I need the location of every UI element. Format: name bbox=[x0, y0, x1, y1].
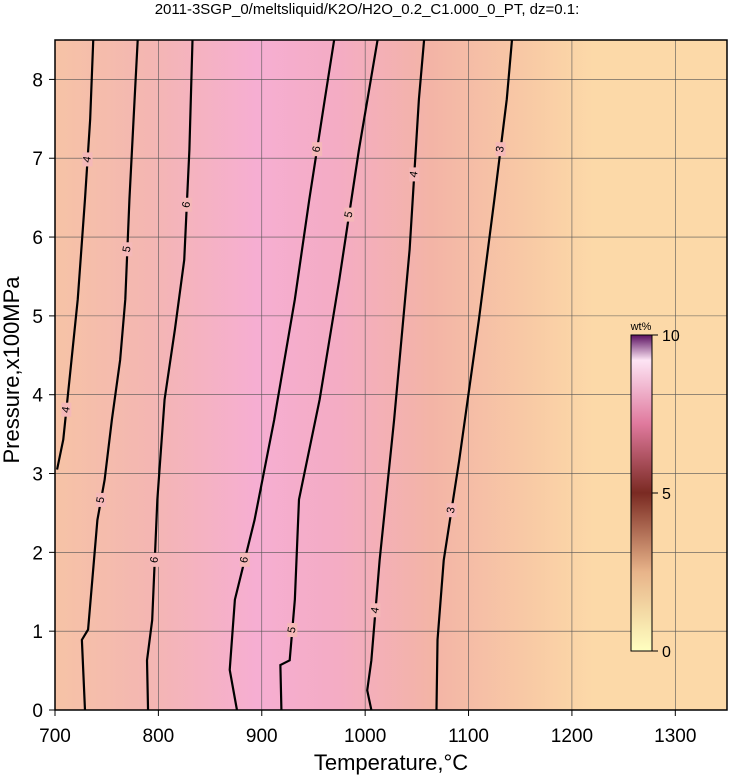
colorbar bbox=[630, 334, 653, 652]
y-tick-label: 6 bbox=[32, 228, 43, 249]
colorbar-tick-label: 5 bbox=[662, 486, 671, 503]
contour-label: 4 bbox=[81, 155, 94, 163]
x-axis-label: Temperature,°C bbox=[314, 750, 468, 775]
plot-frame bbox=[54, 39, 728, 711]
contour-line bbox=[228, 39, 336, 711]
contour-label-bg bbox=[312, 142, 323, 157]
contour-line bbox=[55, 39, 95, 470]
contour-label-bg bbox=[181, 197, 192, 212]
contour-label: 3 bbox=[494, 145, 507, 153]
contour-label: 4 bbox=[408, 170, 421, 178]
x-tick-label: 900 bbox=[246, 726, 278, 747]
contour-label: 6 bbox=[311, 145, 324, 153]
y-tick-label: 0 bbox=[32, 701, 43, 722]
contour-label: 5 bbox=[94, 496, 107, 504]
contour-label: 6 bbox=[180, 201, 193, 209]
chart-title: 2011-3SGP_0/meltsliquid/K2O/H2O_0.2_C1.0… bbox=[155, 1, 580, 18]
contour-label: 4 bbox=[369, 606, 382, 614]
contour-label-bg bbox=[122, 242, 133, 257]
colorbar-tick-label: 0 bbox=[662, 644, 671, 661]
y-tick-label: 5 bbox=[32, 307, 43, 328]
contour-label: 6 bbox=[148, 556, 161, 564]
contour-line bbox=[435, 39, 514, 711]
plot-background bbox=[55, 40, 727, 710]
contour-label-bg bbox=[370, 603, 381, 618]
y-tick-label: 4 bbox=[32, 386, 43, 407]
x-tick-label: 1000 bbox=[344, 726, 386, 747]
contour-line bbox=[366, 39, 426, 711]
contour-label-bg bbox=[409, 167, 420, 182]
contour-label-bg bbox=[287, 622, 298, 637]
contour-label: 3 bbox=[445, 506, 458, 514]
contour-label: 5 bbox=[121, 245, 134, 253]
y-axis-label: Pressure,x100MPa bbox=[0, 276, 24, 464]
contour-label-bg bbox=[61, 402, 72, 417]
contour-label-bg bbox=[239, 552, 250, 567]
contour-line bbox=[279, 39, 379, 711]
x-tick-label: 1100 bbox=[448, 726, 489, 747]
x-tick-label: 800 bbox=[143, 726, 175, 747]
y-tick-label: 8 bbox=[32, 70, 43, 91]
colorbar-tick-label: 10 bbox=[662, 328, 680, 345]
x-tick-label: 1300 bbox=[654, 726, 696, 747]
y-tick-label: 3 bbox=[32, 465, 43, 486]
x-tick-label: 1200 bbox=[551, 726, 593, 747]
contour-label: 4 bbox=[60, 406, 73, 414]
contour-label: 5 bbox=[343, 211, 356, 219]
contour-label-bg bbox=[149, 552, 160, 567]
colorbar-label: wt% bbox=[630, 321, 652, 333]
contour-label: 5 bbox=[286, 626, 299, 634]
contour-line bbox=[145, 39, 194, 711]
contour-label-bg bbox=[96, 492, 107, 507]
contour-label-bg bbox=[82, 152, 93, 167]
contour-label: 6 bbox=[238, 556, 251, 564]
x-tick-label: 700 bbox=[39, 726, 71, 747]
contour-label-bg bbox=[495, 142, 506, 157]
y-tick-label: 2 bbox=[32, 543, 43, 564]
contour-label-bg bbox=[446, 503, 457, 518]
contour-label-bg bbox=[344, 207, 355, 222]
y-tick-label: 7 bbox=[32, 149, 43, 170]
y-tick-label: 1 bbox=[32, 622, 43, 643]
contour-line bbox=[80, 39, 139, 711]
